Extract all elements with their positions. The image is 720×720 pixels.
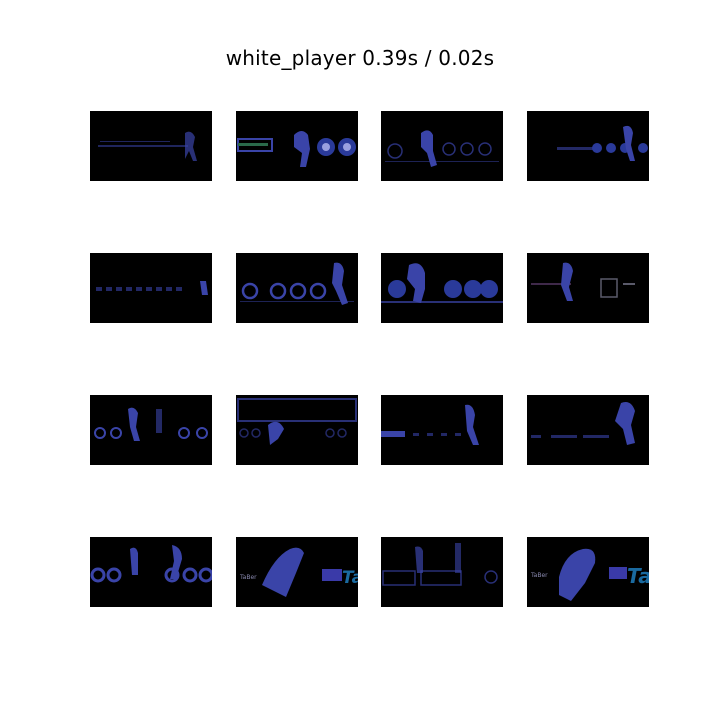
frame-image-16: TaBer Ta (530, 548, 649, 601)
frame-image-14: TaBer Ta (239, 547, 358, 597)
frame-thumbnail-6 (236, 253, 358, 323)
frame-image-15 (382, 543, 498, 586)
frame-thumbnail-13 (90, 537, 212, 607)
frame-thumbnail-11 (381, 395, 503, 465)
frame-thumbnail-1 (90, 111, 212, 181)
frame-thumbnail-16: TaBer Ta (527, 537, 649, 607)
frame-14-logo-letter: Ta (342, 568, 358, 588)
frame-thumbnail-8 (527, 253, 649, 323)
frame-image-8 (531, 262, 635, 301)
figure-title: white_player 0.39s / 0.02s (225, 46, 495, 70)
frame-thumbnail-7 (381, 253, 503, 323)
frame-thumbnail-2 (236, 111, 358, 181)
frame-thumbnail-3 (381, 111, 503, 181)
frame-image-12 (531, 402, 635, 445)
frame-thumbnail-4 (527, 111, 649, 181)
frame-image-1 (98, 131, 197, 161)
frame-image-6 (240, 262, 354, 305)
frame-14-text: TaBer (239, 574, 257, 581)
frame-image-7 (381, 263, 503, 303)
frame-thumbnail-15 (381, 537, 503, 607)
frame-image-5 (96, 281, 208, 295)
frame-thumbnail-10 (236, 395, 358, 465)
frame-image-13 (90, 545, 212, 583)
frame-16-text: TaBer (530, 572, 548, 579)
frame-thumbnail-9 (90, 395, 212, 465)
frame-image-10 (237, 398, 357, 445)
frame-image-4 (557, 125, 648, 161)
frame-image-3 (385, 130, 499, 167)
frame-16-logo-letter: Ta (627, 564, 649, 588)
frame-thumbnail-12 (527, 395, 649, 465)
frame-image-11 (381, 404, 479, 445)
frame-image-2 (237, 131, 356, 167)
frame-image-9 (94, 407, 208, 441)
frame-thumbnail-14: TaBer Ta (236, 537, 358, 607)
frame-thumbnail-5 (90, 253, 212, 323)
